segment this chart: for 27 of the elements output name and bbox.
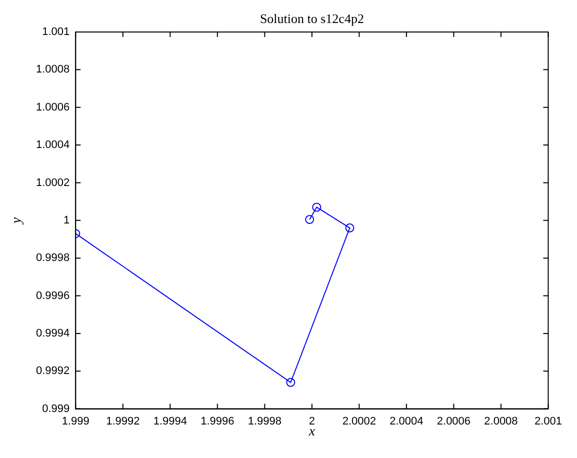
point: [286, 378, 296, 387]
x-tick-label: 2.0006: [436, 415, 471, 428]
chart-title: Solution to s12c4p2: [260, 10, 364, 26]
y-tick-label: 0.999: [42, 402, 70, 415]
y-tick-label: 1.0006: [36, 101, 70, 114]
y-tick-label: 0.9996: [36, 290, 70, 302]
y-tick-label: 0.9998: [36, 252, 70, 264]
x-tick-label: 2.0008: [484, 415, 518, 428]
x-tick-label: 1.9994: [153, 415, 187, 428]
y-tick-label: 1.0008: [36, 64, 70, 76]
y-tick-label: 1: [64, 214, 70, 226]
y-tick-label: 1.0004: [36, 139, 70, 152]
y-tick-label: 0.9994: [36, 327, 70, 340]
y-tick-label: 1.001: [42, 26, 70, 38]
x-tick-label: 1.9992: [106, 415, 140, 428]
x-tick-label: 2.0002: [342, 415, 376, 428]
y-tick-label: 1.0002: [36, 176, 70, 189]
point: [305, 214, 314, 224]
x-tick-label: 1.9996: [200, 415, 234, 428]
x-tick-label: 2.001: [534, 415, 562, 428]
y-tick-label: 0.9992: [36, 365, 70, 378]
x-tick-label: 1.9998: [248, 415, 282, 428]
y-axis-title: y: [9, 216, 24, 226]
x-tick-label: 2.0004: [390, 415, 424, 428]
point: [345, 223, 354, 232]
x-tick-label: 1.999: [62, 415, 90, 428]
point: [312, 202, 322, 212]
